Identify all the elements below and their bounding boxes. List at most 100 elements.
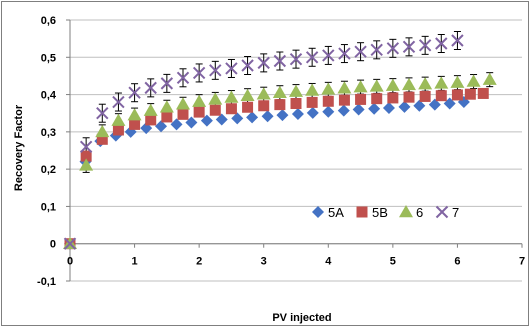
point-6 [482,72,497,85]
x-marker-stroke [241,59,254,72]
point-5B [435,90,447,102]
point-5B [464,88,476,100]
point-5B [177,108,189,120]
point-5A [322,105,335,118]
point-5A [352,103,365,116]
point-6 [79,158,94,171]
x-marker-stroke [96,107,109,120]
point-6 [272,85,287,98]
x-tick-label: 3 [261,256,267,268]
point-6 [95,124,110,138]
point-5A [368,102,381,115]
point-5A [170,118,183,131]
point-5A [428,98,441,111]
legend-label-5A: 5A [328,205,344,220]
x-marker-stroke [273,54,287,68]
point-7 [128,86,141,99]
point-7 [176,71,190,84]
x-marker-stroke [402,40,416,54]
point-5A [276,109,289,122]
x-marker-stroke [192,66,206,80]
point-5A [291,107,304,120]
point-5B [451,89,463,101]
y-tick-label: 0 [50,239,56,251]
point-5B [306,96,318,108]
point-5B [387,92,399,104]
x-tick-label: 5 [390,256,396,268]
point-6 [192,94,207,107]
y-tick-label: 0,3 [41,127,56,139]
x-marker-stroke [289,52,303,66]
point-6 [450,75,465,88]
axes [66,19,523,282]
point-6 [369,79,384,92]
point-7 [435,37,448,50]
point-7 [112,95,125,109]
x-marker-stroke [354,45,367,58]
point-6 [402,77,416,91]
point-6 [385,78,400,91]
x-marker-stroke [225,62,238,75]
point-5B [225,103,237,115]
y-tick-label: 0,2 [41,164,56,176]
point-6 [321,82,336,95]
x-marker-stroke [451,34,464,47]
point-7 [257,56,270,70]
point-7 [289,52,303,66]
x-marker-stroke [128,86,141,99]
point-5B [274,99,286,111]
point-7 [338,47,351,60]
x-tick-label: 7 [519,256,525,268]
point-6 [353,80,368,93]
x-axis-title: PV injected [272,312,331,324]
x-marker-stroke [338,47,351,60]
x-marker-stroke [305,51,319,64]
point-7 [225,62,238,75]
point-5B [145,114,157,126]
y-tick-label: 0,5 [41,52,56,64]
x-marker-stroke [112,95,125,109]
point-5B [477,87,489,99]
point-5B [112,124,124,136]
point-7 [322,49,335,62]
x-tick-label: 2 [196,256,202,268]
legend: 5A 5B 6 7 [312,205,459,220]
point-6 [208,92,223,105]
point-5B [338,94,350,106]
x-tick-label: 6 [454,256,460,268]
x-marker-stroke [435,37,448,50]
point-7 [160,77,174,90]
point-5A [215,113,228,126]
point-6 [466,74,481,87]
x-tick-label: 4 [325,256,332,268]
point-7 [144,81,157,95]
point-7 [451,34,464,47]
point-5B [161,111,173,123]
legend-marker-6 [399,205,413,218]
point-7 [79,140,93,153]
point-5B [209,104,221,116]
point-5A [155,120,168,133]
legend-label-5B: 5B [372,205,388,220]
point-6 [434,76,449,89]
point-7 [418,39,432,52]
x-marker-stroke [79,140,93,153]
x-tick-label: 1 [132,256,138,268]
point-6 [111,113,126,126]
x-marker-stroke [386,42,400,55]
point-6 [143,103,158,116]
point-7 [402,40,416,54]
point-5A [413,99,426,112]
x-marker-stroke [209,64,222,77]
point-6 [224,90,239,103]
point-6 [159,100,174,113]
point-6 [305,83,320,96]
x-marker-stroke [144,81,157,95]
point-6 [337,81,352,94]
point-7 [354,45,367,58]
tick-labels: -0,1 0 0,1 0,2 0,3 0,4 0,5 0,6 0 1 2 3 4 5 6 7 [37,15,525,288]
y-tick-label: 0,4 [41,90,57,102]
point-7 [370,43,383,57]
point-7 [273,54,287,68]
legend-label-6: 6 [416,205,423,220]
